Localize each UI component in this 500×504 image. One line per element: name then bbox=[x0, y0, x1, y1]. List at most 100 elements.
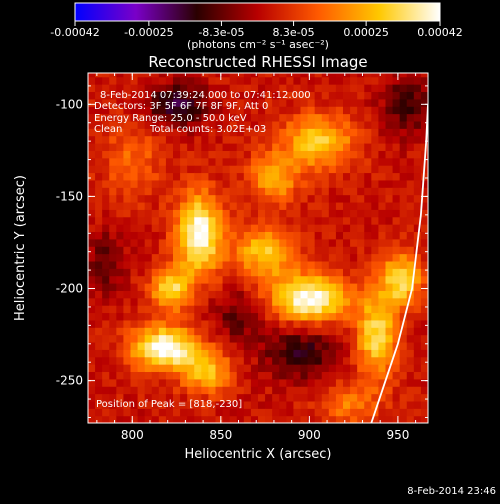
y-tick-label: -200 bbox=[56, 282, 83, 296]
heatmap-cell bbox=[272, 378, 280, 387]
heatmap-cell bbox=[151, 283, 160, 291]
heatmap-cell bbox=[151, 165, 160, 174]
heatmap-cell bbox=[137, 283, 146, 291]
heatmap-cell bbox=[258, 297, 266, 306]
heatmap-cell bbox=[364, 231, 372, 240]
heatmap-cell bbox=[413, 290, 422, 299]
heatmap-cell bbox=[392, 165, 401, 174]
heatmap-cell bbox=[364, 327, 372, 336]
heatmap-cell bbox=[151, 297, 160, 306]
heatmap-cell bbox=[194, 246, 202, 255]
heatmap-cell bbox=[378, 120, 387, 129]
heatmap-cell bbox=[180, 334, 188, 343]
heatmap-cell bbox=[165, 201, 174, 210]
heatmap-cell bbox=[158, 415, 167, 423]
heatmap-cell bbox=[279, 334, 287, 343]
heatmap-cell bbox=[392, 194, 401, 203]
heatmap-cell bbox=[123, 238, 132, 247]
heatmap-cell bbox=[406, 201, 415, 210]
heatmap-cell bbox=[420, 312, 428, 321]
heatmap-cell bbox=[413, 194, 422, 203]
heatmap-cell bbox=[158, 172, 167, 181]
y-tick-label: -150 bbox=[56, 189, 83, 203]
heatmap-cell bbox=[109, 349, 117, 358]
heatmap-cell bbox=[194, 201, 202, 210]
heatmap-cell bbox=[321, 319, 330, 328]
heatmap-cell bbox=[194, 113, 202, 122]
heatmap-cell bbox=[364, 305, 372, 314]
heatmap-cell bbox=[194, 364, 202, 373]
heatmap-cell bbox=[123, 179, 132, 188]
heatmap-cell bbox=[378, 349, 387, 358]
heatmap-cell bbox=[109, 113, 117, 122]
heatmap-cell bbox=[314, 179, 323, 188]
heatmap-cell bbox=[109, 165, 117, 174]
heatmap-cell bbox=[406, 113, 415, 122]
heatmap-cell bbox=[236, 150, 245, 159]
heatmap-cell bbox=[236, 327, 245, 336]
heatmap-cell bbox=[130, 400, 139, 409]
heatmap-cell bbox=[399, 327, 408, 336]
heatmap-cell bbox=[300, 386, 309, 395]
heatmap-cell bbox=[293, 84, 302, 93]
heatmap-cell bbox=[130, 378, 139, 387]
heatmap-cell bbox=[279, 386, 287, 395]
heatmap-cell bbox=[173, 371, 181, 380]
heatmap-cell bbox=[335, 128, 344, 137]
heatmap-cell bbox=[300, 408, 309, 417]
heatmap-cell bbox=[378, 113, 387, 122]
heatmap-cell bbox=[201, 165, 210, 174]
heatmap-cell bbox=[187, 393, 195, 402]
heatmap-cell bbox=[88, 135, 96, 144]
heatmap-cell bbox=[201, 187, 210, 196]
heatmap-cell bbox=[314, 201, 323, 210]
heatmap-cell bbox=[420, 143, 428, 151]
heatmap-cell bbox=[95, 268, 103, 277]
heatmap-cell bbox=[187, 91, 195, 100]
heatmap-cell bbox=[406, 187, 415, 196]
heatmap-cell bbox=[307, 408, 316, 417]
heatmap-cell bbox=[116, 76, 125, 85]
heatmap-cell bbox=[180, 84, 188, 93]
heatmap-cell bbox=[321, 246, 330, 255]
heatmap-cell bbox=[357, 194, 365, 203]
heatmap-cell bbox=[364, 371, 372, 380]
heatmap-cell bbox=[413, 341, 422, 350]
heatmap-cell bbox=[406, 135, 415, 144]
heatmap-cell bbox=[357, 260, 365, 269]
heatmap-cell bbox=[371, 378, 380, 387]
heatmap-cell bbox=[420, 408, 428, 417]
heatmap-cell bbox=[215, 128, 224, 137]
heatmap-cell bbox=[321, 194, 330, 203]
heatmap-cell bbox=[357, 84, 365, 93]
heatmap-cell bbox=[88, 143, 96, 151]
heatmap-cell bbox=[116, 312, 125, 321]
heatmap-cell bbox=[328, 179, 337, 188]
heatmap-cell bbox=[88, 371, 96, 380]
heatmap-cell bbox=[265, 238, 273, 247]
heatmap-cell bbox=[357, 393, 365, 402]
heatmap-cell bbox=[243, 371, 252, 380]
heatmap-cell bbox=[151, 76, 160, 85]
heatmap-cell bbox=[194, 393, 202, 402]
heatmap-cell bbox=[364, 113, 372, 122]
heatmap-cell bbox=[208, 400, 217, 409]
heatmap-cell bbox=[265, 128, 273, 137]
heatmap-cell bbox=[399, 393, 408, 402]
heatmap-cell bbox=[151, 378, 160, 387]
heatmap-cell bbox=[279, 194, 287, 203]
heatmap-cell bbox=[364, 128, 372, 137]
heatmap-cell bbox=[293, 364, 302, 373]
annotation-detectors: Detectors: 3F 5F 6F 7F 8F 9F, Att 0 bbox=[94, 101, 268, 112]
heatmap-cell bbox=[335, 260, 344, 269]
heatmap-cell bbox=[222, 364, 231, 373]
heatmap-cell bbox=[413, 327, 422, 336]
heatmap-cell bbox=[250, 209, 259, 218]
y-tick-label: -250 bbox=[56, 374, 83, 388]
heatmap-cell bbox=[215, 371, 224, 380]
heatmap-cell bbox=[343, 98, 351, 107]
heatmap-cell bbox=[201, 73, 210, 78]
heatmap-cell bbox=[95, 349, 103, 358]
heatmap-cell bbox=[158, 393, 167, 402]
heatmap-cell bbox=[364, 319, 372, 328]
